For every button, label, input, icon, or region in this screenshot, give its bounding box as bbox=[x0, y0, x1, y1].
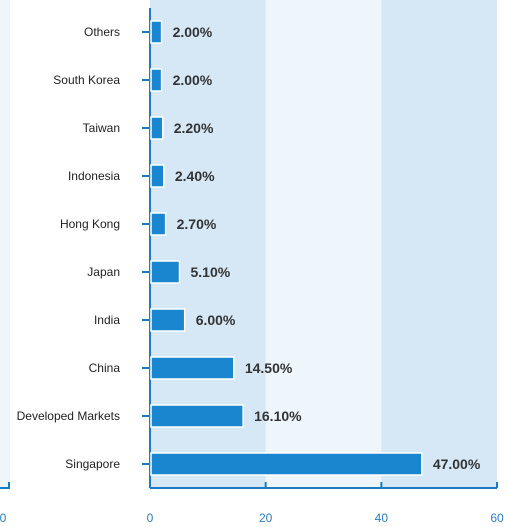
data-label: 16.10% bbox=[254, 408, 302, 424]
bar-china bbox=[150, 356, 235, 380]
x-tick-labels: 0 20 40 60 0 bbox=[0, 511, 504, 525]
left-panel-tick-label: 0 bbox=[0, 511, 7, 525]
category-label: Hong Kong bbox=[60, 217, 120, 231]
category-label: India bbox=[94, 313, 120, 327]
bar-developed-markets bbox=[150, 404, 244, 428]
bar-taiwan bbox=[150, 116, 164, 140]
category-labels: Singapore Developed Markets China India Japa… bbox=[17, 25, 121, 471]
grid-band bbox=[381, 0, 497, 488]
category-label: Developed Markets bbox=[17, 409, 120, 423]
category-label: South Korea bbox=[53, 73, 120, 87]
category-label: Taiwan bbox=[83, 121, 120, 135]
x-tick-label: 60 bbox=[490, 511, 504, 525]
left-panel-strip bbox=[0, 0, 10, 488]
bar-japan bbox=[150, 260, 181, 284]
data-label: 2.20% bbox=[174, 120, 214, 136]
bar-singapore bbox=[150, 452, 423, 476]
data-label: 2.00% bbox=[173, 72, 213, 88]
category-label: Japan bbox=[87, 265, 120, 279]
category-label: China bbox=[89, 361, 121, 375]
grid-band bbox=[265, 0, 382, 488]
left-panel-band bbox=[0, 0, 10, 488]
axes bbox=[0, 8, 498, 489]
data-label: 47.00% bbox=[433, 456, 481, 472]
bar-others bbox=[150, 20, 163, 44]
data-label: 5.10% bbox=[190, 264, 230, 280]
data-labels: 47.00% 16.10% 14.50% 6.00% 5.10% 2.70% 2.40% 2.… bbox=[173, 24, 481, 472]
category-label: Singapore bbox=[65, 457, 120, 471]
x-tick-label: 40 bbox=[375, 511, 389, 525]
category-label: Others bbox=[84, 25, 120, 39]
bars bbox=[150, 20, 423, 476]
category-label: Indonesia bbox=[68, 169, 120, 183]
x-tick-label: 0 bbox=[147, 511, 154, 525]
data-label: 14.50% bbox=[245, 360, 293, 376]
bar-south-korea bbox=[150, 68, 163, 92]
bar-hong-kong bbox=[150, 212, 167, 236]
bar-india bbox=[150, 308, 186, 332]
data-label: 2.00% bbox=[173, 24, 213, 40]
data-label: 6.00% bbox=[196, 312, 236, 328]
bar-indonesia bbox=[150, 164, 165, 188]
data-label: 2.40% bbox=[175, 168, 215, 184]
grid-bands bbox=[150, 0, 497, 488]
x-tick-label: 20 bbox=[259, 511, 273, 525]
data-label: 2.70% bbox=[177, 216, 217, 232]
